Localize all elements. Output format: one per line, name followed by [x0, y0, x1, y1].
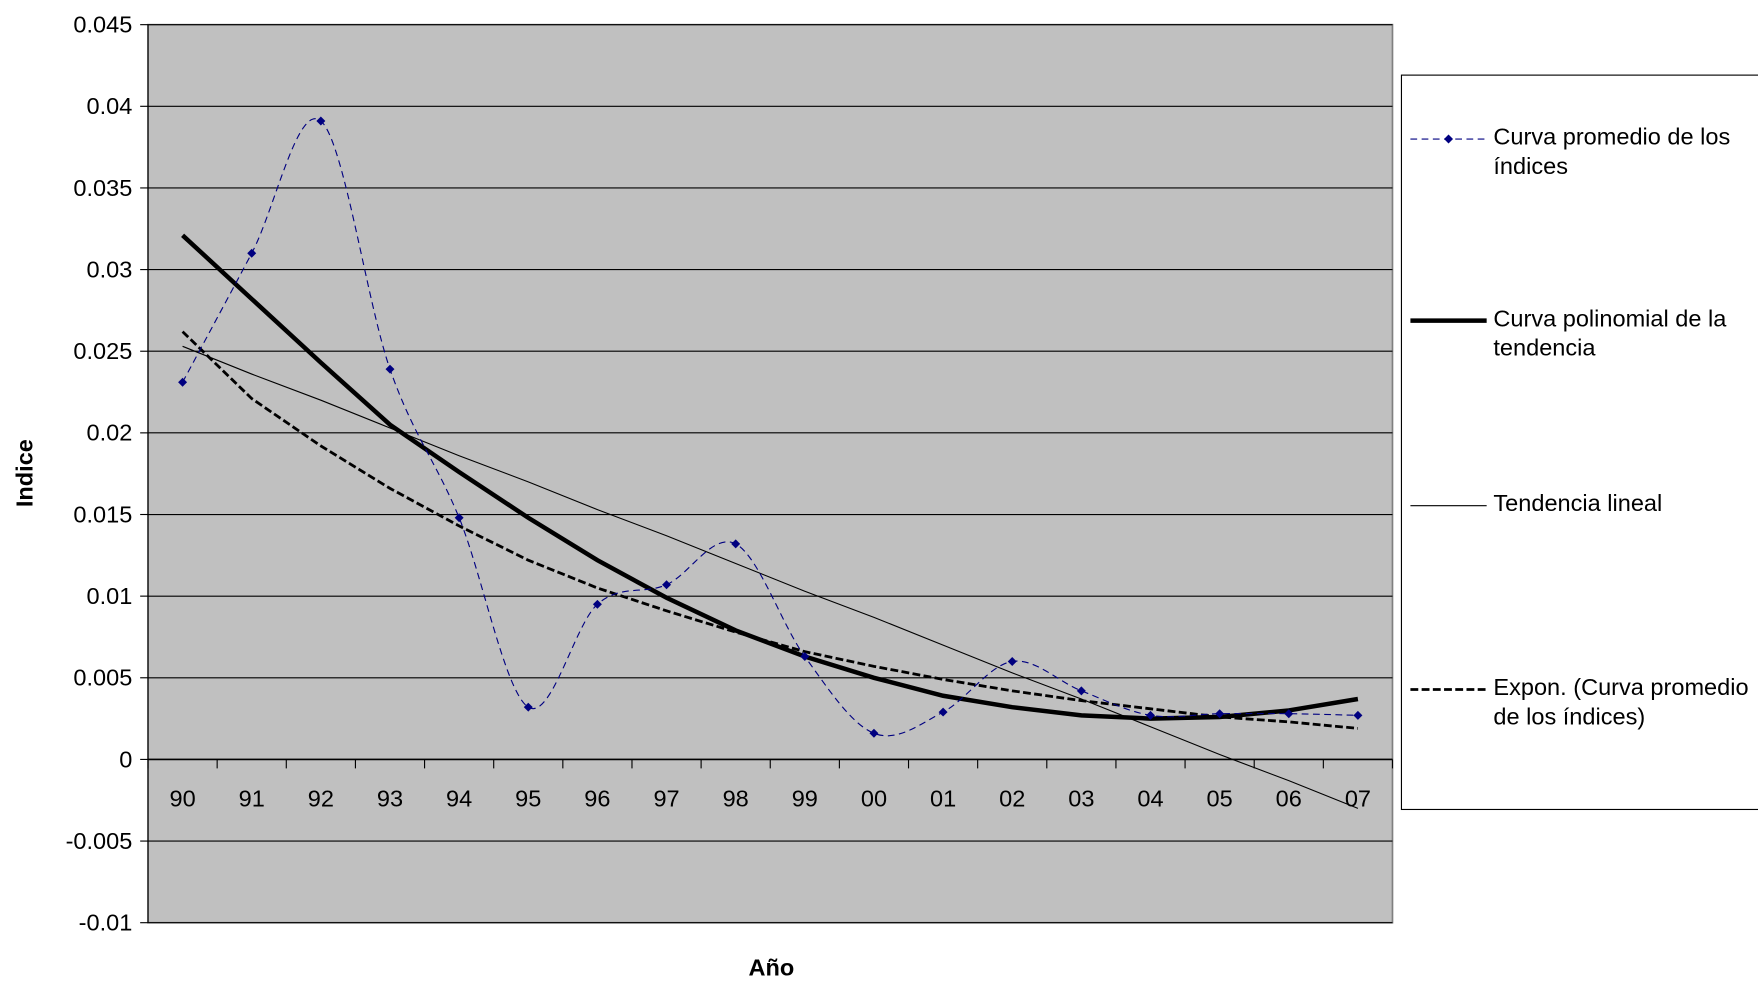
y-tick-label: 0.01	[87, 583, 133, 609]
x-tick-label: 05	[1207, 786, 1233, 812]
series-line	[181, 330, 1359, 730]
legend-label: Tendencia lineal	[1493, 491, 1663, 517]
y-tick-label: 0.015	[73, 501, 132, 527]
data-point	[869, 728, 879, 738]
x-tick-label: 90	[169, 786, 195, 812]
data-point	[1146, 710, 1155, 720]
y-tick-label: 0.04	[87, 93, 133, 119]
data-point	[662, 580, 672, 590]
x-tick-label: 06	[1276, 786, 1302, 812]
legend-box	[1400, 74, 1758, 811]
data-point	[523, 702, 533, 712]
x-tick-label: 99	[792, 786, 818, 812]
legend-label: Curva polinomial de la tendencia	[1493, 306, 1727, 362]
data-point	[454, 513, 464, 523]
data-point	[1284, 709, 1294, 719]
x-tick-label: 95	[515, 786, 541, 812]
x-tick-label: 00	[861, 786, 887, 812]
x-tick-label: 07	[1345, 786, 1371, 812]
x-tick-label: 98	[723, 786, 749, 812]
data-point	[1353, 710, 1363, 720]
data-point	[938, 707, 948, 717]
y-tick-label: -0.01	[79, 910, 133, 936]
y-tick-label: 0.025	[73, 338, 132, 364]
x-tick-label: 94	[446, 786, 472, 812]
y-tick-label: 0	[119, 746, 132, 772]
x-tick-label: 04	[1137, 786, 1163, 812]
y-tick-label: -0.005	[66, 828, 133, 854]
legend-entry: Expon. (Curva promedio de los índices)	[1493, 674, 1749, 730]
x-tick-label: 03	[1068, 786, 1094, 812]
legend-entry: Tendencia lineal	[1493, 491, 1663, 517]
y-tick-label: 0.045	[73, 12, 132, 38]
x-tick-label: 96	[584, 786, 610, 812]
data-point	[731, 539, 741, 549]
data-point	[1076, 686, 1086, 696]
legend-entry: Curva polinomial de la tendencia	[1493, 306, 1727, 362]
x-axis-title: Año	[748, 954, 794, 980]
legend-entry: Curva promedio de los índices	[1493, 124, 1731, 180]
x-tick-label: 93	[377, 786, 403, 812]
y-axis-title: Indice	[12, 439, 38, 507]
data-point	[1007, 656, 1017, 666]
plot-area	[147, 23, 1394, 924]
series-line	[181, 233, 1359, 721]
legend-label: Expon. (Curva promedio de los índices)	[1493, 674, 1749, 730]
x-tick-label: 97	[653, 786, 679, 812]
legend-label: Curva promedio de los índices	[1493, 124, 1731, 180]
x-tick-label: 01	[930, 786, 956, 812]
x-tick-label: 02	[999, 786, 1025, 812]
series-line	[182, 345, 1359, 809]
y-tick-label: 0.035	[73, 175, 132, 201]
x-tick-label: 91	[239, 786, 265, 812]
y-tick-label: 0.005	[73, 665, 132, 691]
x-tick-label: 92	[308, 786, 334, 812]
y-tick-label: 0.03	[87, 256, 133, 282]
y-tick-label: 0.02	[87, 420, 133, 446]
data-point	[1215, 709, 1225, 719]
